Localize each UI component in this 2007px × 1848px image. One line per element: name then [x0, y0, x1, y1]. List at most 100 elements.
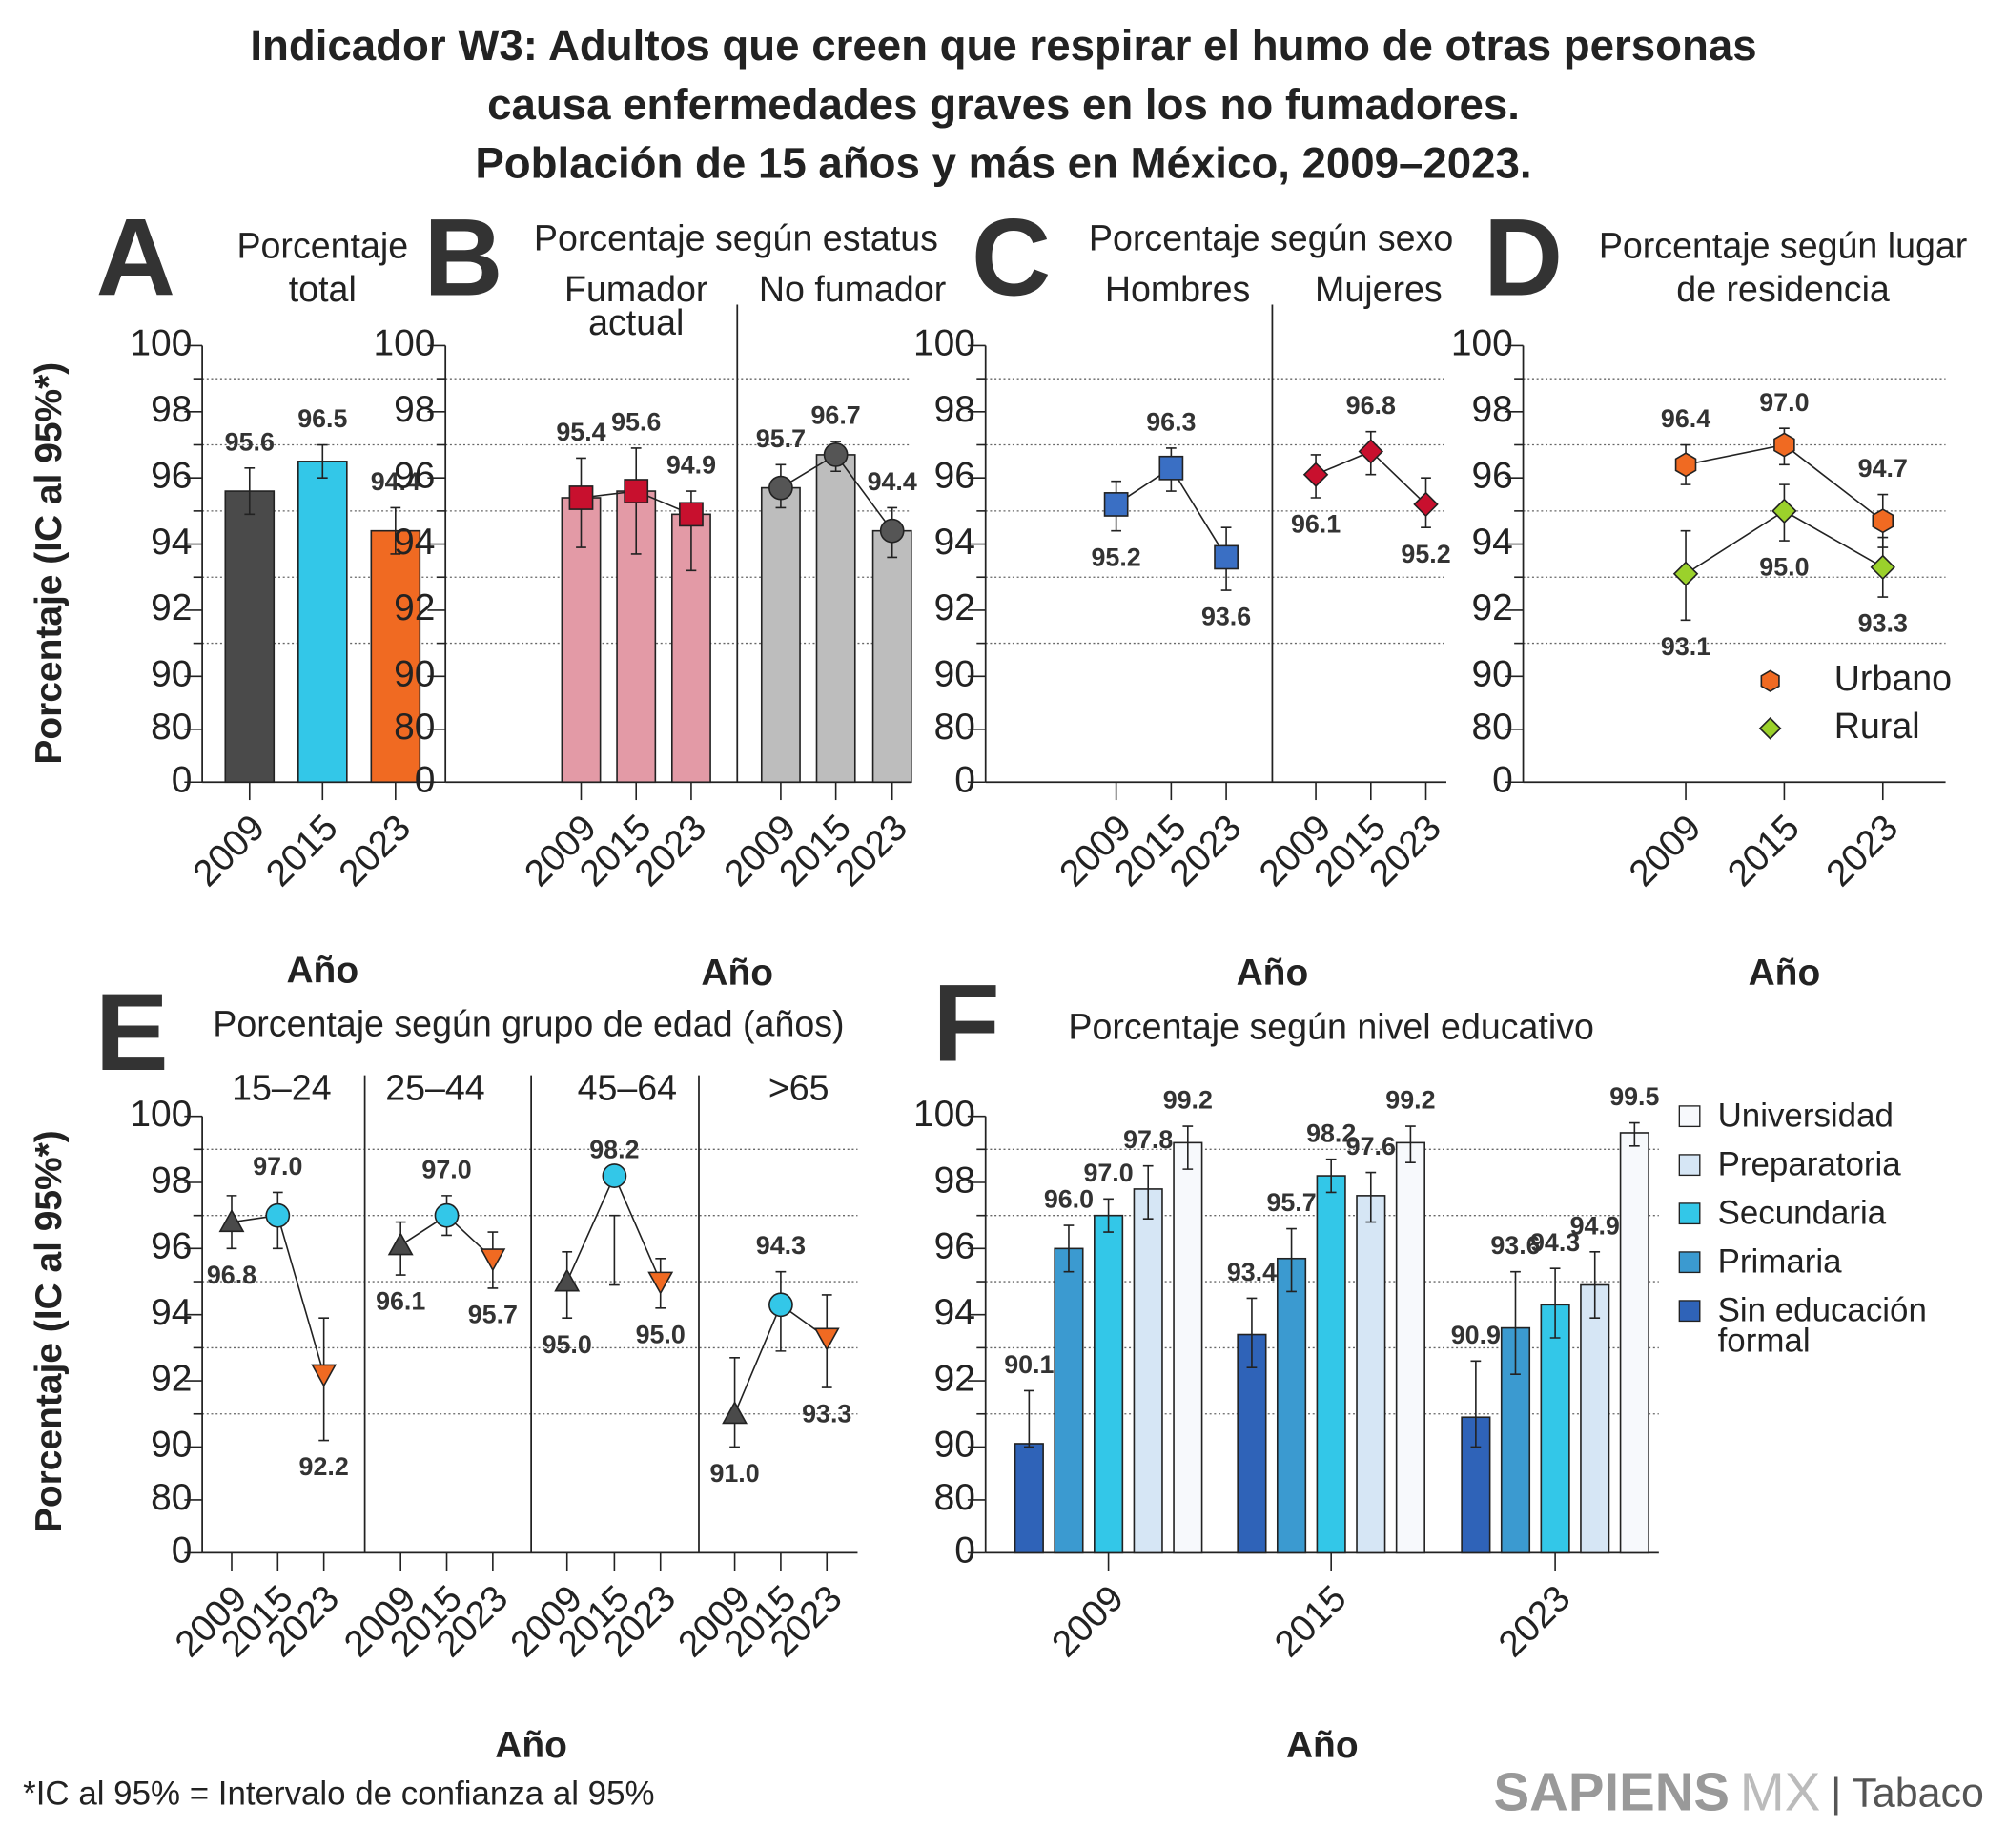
group-label: 25–44 [385, 1068, 485, 1108]
value-label: 96.0 [1044, 1185, 1094, 1214]
marker [480, 1248, 506, 1272]
value-label: 96.5 [297, 404, 347, 433]
legend-label: Rural [1834, 706, 1920, 746]
legend-swatch [1678, 1154, 1701, 1177]
bar [1276, 1257, 1307, 1554]
y-tick-label: 100 [913, 323, 975, 364]
y-tick-label: 96 [151, 1226, 192, 1267]
panel-subtitle: de residencia [1676, 269, 1890, 309]
marker [1358, 439, 1384, 464]
y-tick-label: 80 [394, 707, 435, 748]
y-tick-label: 0 [954, 760, 975, 801]
value-label: 97.0 [1083, 1159, 1133, 1187]
marker [813, 1327, 840, 1351]
y-tick-label: 90 [934, 1425, 975, 1466]
y-tick-label: 0 [1492, 760, 1513, 801]
error-bar [1286, 1227, 1297, 1293]
y-tick-label: 98 [151, 389, 192, 430]
x-tick-label: 2023 [332, 807, 420, 894]
value-label: 95.4 [556, 418, 605, 446]
x-tick-label: 2023 [1491, 1578, 1579, 1666]
legend-swatch [1678, 1251, 1701, 1274]
brand-part: | Tabaco [1831, 1771, 1984, 1817]
marker [554, 1268, 581, 1292]
panel-letter: A [96, 196, 175, 319]
marker [679, 502, 704, 527]
panel-letter: B [423, 196, 502, 319]
panel-letter: D [1484, 196, 1563, 319]
x-axis-label: Año [1237, 953, 1309, 994]
panel-letter: C [972, 196, 1051, 319]
bar [1094, 1214, 1124, 1554]
error-bar [1405, 1125, 1416, 1163]
y-tick-label: 100 [913, 1094, 975, 1135]
value-label: 96.8 [1346, 391, 1396, 420]
value-label: 95.2 [1092, 543, 1141, 571]
value-label: 92.2 [299, 1452, 349, 1481]
group-label: >65 [768, 1068, 829, 1108]
y-tick-label: 94 [151, 1292, 192, 1333]
y-tick-label: 100 [130, 1094, 192, 1135]
marker [1758, 716, 1782, 740]
y-tick-label: 96 [1472, 455, 1513, 496]
marker [624, 479, 649, 503]
chart-title: Indicador W3: Adultos que creen que resp… [250, 21, 1756, 70]
y-tick-label: 90 [1472, 654, 1513, 695]
marker [1771, 498, 1797, 524]
value-label: 94.7 [1858, 454, 1908, 483]
y-tick-label: 96 [151, 455, 192, 496]
value-label: 93.3 [1858, 609, 1908, 638]
value-label: 97.0 [253, 1152, 302, 1181]
y-tick-label: 0 [954, 1530, 975, 1571]
marker [387, 1232, 414, 1256]
error-bar [1182, 1125, 1194, 1170]
value-label: 91.0 [709, 1459, 759, 1488]
bar [297, 461, 348, 784]
bar [1540, 1304, 1570, 1554]
value-label: 99.5 [1609, 1082, 1659, 1111]
legend-item: Universidad [1718, 1099, 1894, 1132]
value-label: 95.7 [1266, 1188, 1316, 1217]
panel-subtitle: Porcentaje según sexo [1089, 217, 1453, 257]
value-label: 93.4 [1227, 1258, 1277, 1286]
error-bar [317, 443, 328, 479]
marker [1872, 508, 1894, 534]
legend-swatch [1678, 1105, 1701, 1128]
value-label: 95.0 [636, 1320, 686, 1348]
y-tick-label: 0 [172, 760, 193, 801]
y-tick-label: 90 [934, 654, 975, 695]
group-label: Fumador [564, 269, 707, 309]
y-tick-label: 98 [934, 1160, 975, 1201]
error-bar [1103, 1198, 1114, 1233]
brand-part: SAPIENS [1494, 1761, 1731, 1821]
y-tick-label: 80 [151, 707, 192, 748]
error-bar [1365, 1171, 1377, 1223]
marker [1674, 452, 1697, 478]
brand-part: MX [1740, 1761, 1821, 1821]
brand: SAPIENS MX | Tabaco [1494, 1761, 1984, 1821]
marker [1672, 561, 1699, 586]
x-axis-label: Año [286, 951, 358, 992]
y-tick-label: 96 [394, 455, 435, 496]
y-tick-label: 80 [934, 707, 975, 748]
bar [815, 454, 856, 784]
value-label: 90.1 [1004, 1350, 1054, 1379]
value-label: 93.1 [1661, 632, 1710, 661]
legend-item: Secundaria [1718, 1197, 1887, 1229]
value-label: 90.9 [1451, 1321, 1501, 1349]
value-label: 95.7 [756, 424, 806, 453]
value-label: 96.1 [376, 1287, 425, 1316]
panel-letter: F [932, 962, 1000, 1085]
error-bar [244, 466, 256, 516]
group-label: No fumador [759, 269, 946, 309]
marker [1103, 492, 1129, 517]
error-bar [609, 1214, 620, 1286]
marker [1302, 462, 1329, 487]
y-tick-label: 98 [934, 389, 975, 430]
value-label: 98.2 [1306, 1119, 1356, 1147]
y-tick-label: 100 [130, 323, 192, 364]
value-label: 95.6 [611, 408, 661, 437]
value-label: 97.6 [1346, 1132, 1396, 1160]
legend-item: Primaria [1718, 1245, 1842, 1278]
